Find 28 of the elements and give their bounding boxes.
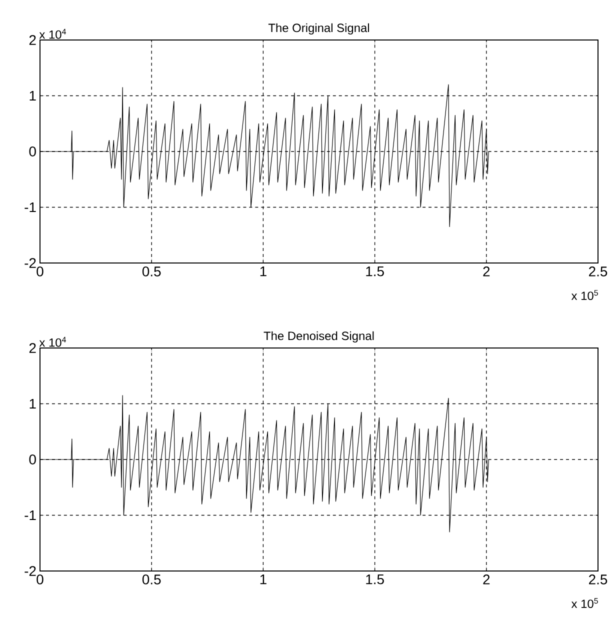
y-tick-label: -1	[24, 510, 36, 520]
y-tick-label: 2	[29, 343, 36, 353]
text: x 10$^{5}$	[571, 290, 598, 300]
text: x 10$^{5}$	[571, 598, 598, 608]
text: x 10$^{4}$	[39, 28, 66, 39]
x-tick-label: 2	[483, 266, 490, 276]
x-tick-label: 0	[36, 266, 44, 276]
chart-title: The Denoised Signal	[264, 331, 374, 342]
y-tick-label: 1	[30, 90, 36, 101]
y-tick-label: -2	[24, 566, 36, 576]
x-tick-label: 2.5	[589, 266, 608, 276]
y-tick-label: 0	[29, 454, 36, 464]
x-tick-label: 0.5	[142, 266, 161, 276]
y-tick-label: -1	[24, 202, 36, 212]
x-tick-label: 1	[260, 266, 266, 276]
y-tick-label: 2	[29, 35, 36, 45]
x-tick-label: 0	[36, 574, 44, 584]
chart-title: The Original Signal	[268, 23, 370, 34]
x-tick-label: 2.5	[589, 574, 608, 584]
x-tick-label: 2	[483, 574, 490, 584]
x-tick-label: 0.5	[142, 574, 161, 584]
text: x 10$^{4}$	[39, 336, 66, 347]
y-tick-label: 1	[30, 398, 36, 409]
x-tick-label: 1.5	[366, 574, 384, 584]
x-tick-label: 1.5	[366, 266, 384, 276]
y-tick-label: 0	[29, 146, 36, 156]
x-tick-label: 1	[260, 574, 266, 584]
y-tick-label: -2	[24, 258, 36, 268]
